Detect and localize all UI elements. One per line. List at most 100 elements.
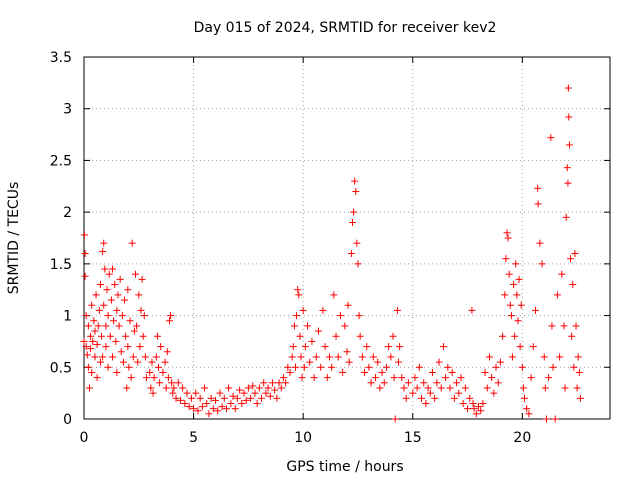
data-point	[205, 410, 213, 418]
data-point	[153, 332, 161, 340]
data-point	[310, 374, 318, 382]
data-point	[562, 213, 570, 221]
data-point	[518, 363, 526, 371]
data-point	[108, 265, 116, 273]
data-point	[411, 374, 419, 382]
data-point	[291, 363, 299, 371]
plot-frame	[83, 56, 611, 420]
data-point	[565, 141, 573, 149]
data-point	[255, 384, 263, 392]
data-point	[176, 396, 184, 404]
data-point	[293, 312, 301, 320]
data-point	[398, 374, 406, 382]
data-point	[400, 384, 408, 392]
data-point	[117, 348, 125, 356]
data-point	[170, 384, 178, 392]
data-point	[165, 317, 173, 325]
data-point	[575, 368, 583, 376]
data-point	[481, 368, 489, 376]
data-point	[140, 312, 148, 320]
data-point	[390, 374, 398, 382]
data-point	[503, 229, 511, 237]
data-point	[321, 343, 329, 351]
data-point	[511, 332, 519, 340]
data-point	[93, 374, 101, 382]
data-point	[102, 322, 110, 330]
data-point	[273, 394, 281, 402]
data-point	[437, 384, 445, 392]
data-point	[196, 394, 204, 402]
data-point	[515, 275, 523, 283]
data-point	[141, 353, 149, 361]
data-point	[393, 306, 401, 314]
data-point	[88, 301, 96, 309]
y-tick-label: 0	[63, 412, 72, 428]
data-point	[174, 379, 182, 387]
data-point	[101, 265, 109, 273]
data-point	[455, 389, 463, 397]
x-tick-label: 5	[189, 430, 198, 446]
data-point	[536, 239, 544, 247]
data-point	[426, 389, 434, 397]
data-point	[560, 322, 568, 330]
data-point	[483, 384, 491, 392]
data-point	[123, 384, 131, 392]
data-point	[428, 368, 436, 376]
data-point	[127, 374, 135, 382]
data-point	[461, 384, 469, 392]
data-point	[534, 200, 542, 208]
data-point	[424, 384, 432, 392]
y-tick-label: 3.5	[50, 50, 72, 66]
data-point	[111, 281, 119, 289]
data-point	[289, 343, 297, 351]
data-point	[420, 379, 428, 387]
data-point	[328, 363, 336, 371]
data-point	[513, 291, 521, 299]
data-point	[90, 317, 98, 325]
data-point	[142, 374, 150, 382]
data-point	[343, 348, 351, 356]
data-point	[116, 275, 124, 283]
data-point	[551, 415, 559, 423]
data-point	[96, 281, 104, 289]
data-point	[319, 306, 327, 314]
data-point	[567, 255, 575, 263]
data-point	[87, 332, 95, 340]
data-point	[549, 363, 557, 371]
data-point	[236, 386, 244, 394]
x-tick-label: 10	[294, 430, 312, 446]
data-point	[149, 389, 157, 397]
data-point	[294, 286, 302, 294]
data-point	[286, 368, 294, 376]
data-point	[548, 322, 556, 330]
data-point	[464, 405, 472, 413]
data-point	[568, 332, 576, 340]
data-point	[298, 374, 306, 382]
data-point	[238, 399, 246, 407]
data-point	[422, 399, 430, 407]
data-point	[84, 322, 92, 330]
axes: 0 5 10 15 20 0 0.5 1 1.5 2 2.5 3 3.5	[50, 50, 611, 446]
data-point	[81, 250, 89, 258]
data-point	[317, 363, 325, 371]
data-point	[222, 405, 230, 413]
data-point	[565, 113, 573, 121]
data-point	[118, 312, 126, 320]
data-point	[91, 327, 99, 335]
x-tick-label: 15	[404, 430, 422, 446]
data-point	[477, 407, 485, 415]
data-point	[300, 363, 308, 371]
data-point	[229, 392, 237, 400]
data-point	[571, 250, 579, 258]
data-point	[168, 379, 176, 387]
data-point	[262, 389, 270, 397]
data-point	[99, 247, 107, 255]
data-point	[83, 351, 91, 359]
data-point	[496, 358, 504, 366]
data-point	[134, 358, 142, 366]
chart-title: Day 015 of 2024, SRMTID for receiver kev…	[194, 20, 497, 36]
data-point	[525, 410, 533, 418]
data-point	[457, 374, 465, 382]
data-point	[356, 332, 364, 340]
data-point	[98, 332, 106, 340]
